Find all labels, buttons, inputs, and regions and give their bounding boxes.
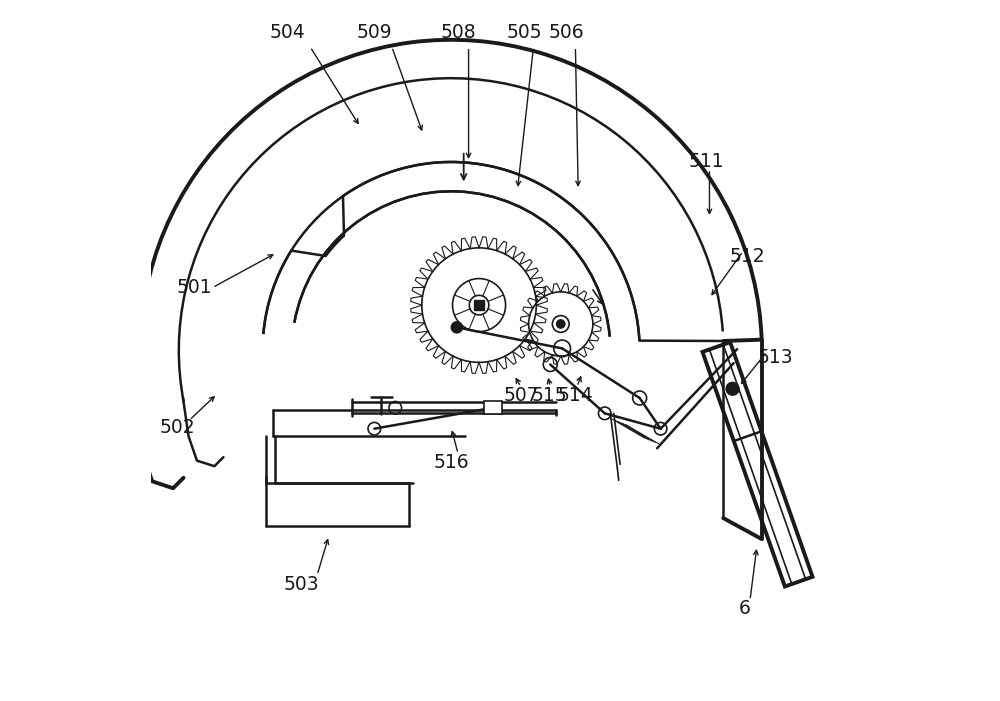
Text: 513: 513 (758, 348, 794, 367)
Text: 6: 6 (738, 599, 750, 618)
Text: 501: 501 (176, 278, 212, 297)
Text: 514: 514 (558, 386, 593, 405)
Bar (474, 300, 484, 310)
Circle shape (726, 383, 739, 395)
Text: 502: 502 (160, 418, 195, 437)
Text: 508: 508 (440, 23, 476, 42)
Text: 516: 516 (433, 453, 469, 472)
Circle shape (557, 320, 565, 328)
Text: 512: 512 (730, 247, 766, 266)
Text: 506: 506 (549, 23, 584, 42)
Text: 511: 511 (688, 153, 724, 172)
Text: 504: 504 (269, 23, 305, 42)
Text: 503: 503 (283, 575, 319, 594)
Text: 515: 515 (531, 386, 567, 405)
Text: 505: 505 (507, 23, 542, 42)
Bar (484, 402, 502, 414)
Circle shape (451, 322, 462, 333)
Text: 507: 507 (503, 386, 539, 405)
Text: 509: 509 (357, 23, 392, 42)
